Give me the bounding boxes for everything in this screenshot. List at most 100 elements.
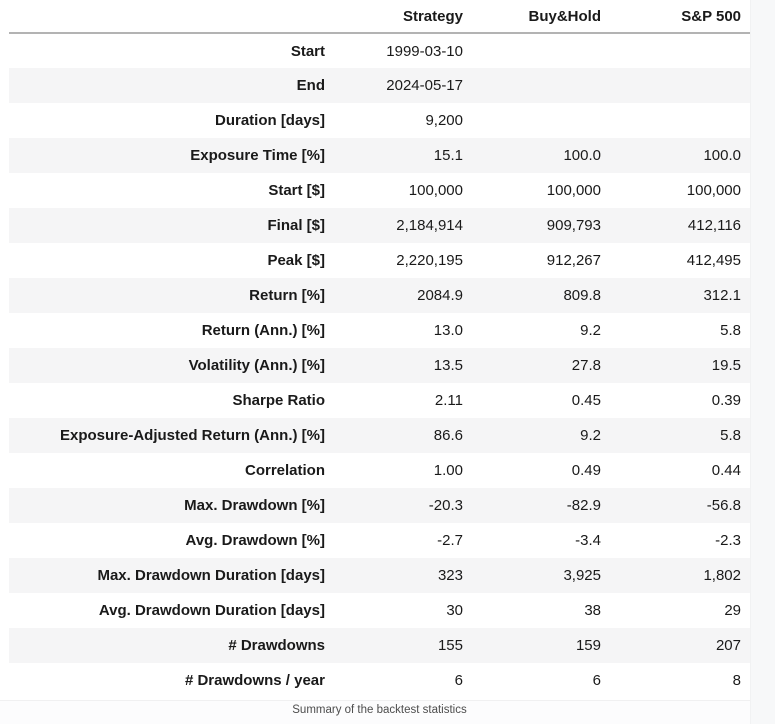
cell-value: -56.8 <box>706 497 741 514</box>
page-right-gutter <box>750 0 775 724</box>
table-row: Exposure Time [%] 15.1 100.0 100.0 <box>9 138 750 173</box>
cell-value: 9.2 <box>580 322 601 339</box>
cell-value: 5.8 <box>720 322 741 339</box>
table-row: Avg. Drawdown [%] -2.7 -3.4 -2.3 <box>9 523 750 558</box>
cell-value: 100,000 <box>546 182 601 199</box>
cell-value: 2.11 <box>434 392 463 409</box>
cell-value: 809.8 <box>563 287 601 304</box>
cell-value: -82.9 <box>566 497 601 514</box>
row-label: # Drawdowns <box>228 637 325 654</box>
cell-value <box>610 68 750 103</box>
cell-value: 1,802 <box>703 567 741 584</box>
table-row: Avg. Drawdown Duration [days] 30 38 29 <box>9 593 750 628</box>
table-row: Peak [$] 2,220,195 912,267 412,495 <box>9 243 750 278</box>
cell-value: -2.3 <box>715 532 741 549</box>
cell-value: 19.5 <box>711 357 741 374</box>
footer-band <box>0 700 775 724</box>
header-row: Strategy Buy&Hold S&P 500 <box>9 0 750 34</box>
cell-value: 15.1 <box>433 147 463 164</box>
row-label: Max. Drawdown Duration [days] <box>97 567 325 584</box>
row-label: Exposure-Adjusted Return (Ann.) [%] <box>60 427 325 444</box>
table-row: Start [$] 100,000 100,000 100,000 <box>9 173 750 208</box>
cell-value: 13.0 <box>433 322 463 339</box>
row-label: Exposure Time [%] <box>190 147 325 164</box>
cell-value: 0.44 <box>711 462 741 479</box>
column-header-buyhold: Buy&Hold <box>472 0 610 34</box>
row-label: Correlation <box>244 462 325 479</box>
cell-value: 412,495 <box>686 252 741 269</box>
row-label: Duration [days] <box>214 112 325 129</box>
cell-value: 2024-05-17 <box>386 77 463 94</box>
row-label: Return (Ann.) [%] <box>201 322 325 339</box>
table-row: Max. Drawdown Duration [days] 323 3,925 1,8… <box>9 558 750 593</box>
cell-value: 159 <box>575 637 601 654</box>
cell-value <box>472 33 610 68</box>
column-header-sp500: S&P 500 <box>610 0 750 34</box>
cell-value: 323 <box>437 567 463 584</box>
row-label: Peak [$] <box>267 252 325 269</box>
column-header-empty <box>9 0 334 34</box>
cell-value: 13.5 <box>433 357 463 374</box>
cell-value: 912,267 <box>546 252 601 269</box>
cell-value: 100,000 <box>686 182 741 199</box>
cell-value: 2,184,914 <box>396 217 463 234</box>
cell-value: 312.1 <box>703 287 741 304</box>
cell-value: -2.7 <box>437 532 463 549</box>
table-row: Duration [days] 9,200 <box>9 103 750 138</box>
cell-value: 909,793 <box>546 217 601 234</box>
row-label: Start <box>290 42 325 60</box>
row-label: Avg. Drawdown [%] <box>185 532 325 549</box>
cell-value: 155 <box>437 637 463 654</box>
cell-value <box>610 103 750 138</box>
table-row: # Drawdowns / year 6 6 8 <box>9 663 750 698</box>
table-row: Return [%] 2084.9 809.8 312.1 <box>9 278 750 313</box>
cell-value: 5.8 <box>720 427 741 444</box>
cell-value: 0.45 <box>571 392 601 409</box>
table-row: End 2024-05-17 <box>9 68 750 103</box>
cell-value: 100.0 <box>563 147 601 164</box>
cell-value <box>472 103 610 138</box>
column-header-strategy: Strategy <box>334 0 472 34</box>
cell-value: 6 <box>592 672 601 689</box>
cell-value: 100.0 <box>703 147 741 164</box>
cell-value: -3.4 <box>575 532 601 549</box>
stats-table-body: Start 1999-03-10 End 2024-05-17 Duration [da… <box>9 33 750 698</box>
table-row: Volatility (Ann.) [%] 13.5 27.8 19.5 <box>9 348 750 383</box>
cell-value: 3,925 <box>563 567 601 584</box>
row-label: Avg. Drawdown Duration [days] <box>98 602 325 619</box>
cell-value: 1.00 <box>433 462 463 479</box>
table-row: Final [$] 2,184,914 909,793 412,116 <box>9 208 750 243</box>
cell-value: 8 <box>732 672 741 689</box>
table-row: Start 1999-03-10 <box>9 33 750 68</box>
row-label: Sharpe Ratio <box>232 392 325 409</box>
cell-value: 6 <box>454 672 463 689</box>
table-row: Exposure-Adjusted Return (Ann.) [%] 86.6 9… <box>9 418 750 453</box>
cell-value: 9,200 <box>425 112 463 129</box>
cell-value: 2,220,195 <box>396 252 463 269</box>
cell-value: 412,116 <box>687 217 741 234</box>
row-label: Return [%] <box>249 287 325 304</box>
table-row: # Drawdowns 155 159 207 <box>9 628 750 663</box>
cell-value: 0.39 <box>711 392 741 409</box>
cell-value: 30 <box>446 602 463 619</box>
stats-table: Strategy Buy&Hold S&P 500 Start 1999-03-1… <box>9 0 750 698</box>
table-row: Sharpe Ratio 2.11 0.45 0.39 <box>9 383 750 418</box>
stats-table-header: Strategy Buy&Hold S&P 500 <box>9 0 750 34</box>
cell-value <box>472 68 610 103</box>
table-row: Return (Ann.) [%] 13.0 9.2 5.8 <box>9 313 750 348</box>
cell-value: 29 <box>724 602 741 619</box>
table-row: Max. Drawdown [%] -20.3 -82.9 -56.8 <box>9 488 750 523</box>
cell-value: 1999-03-10 <box>386 42 463 60</box>
cell-value: -20.3 <box>428 497 463 514</box>
row-label: Start [$] <box>268 182 325 199</box>
cell-value: 9.2 <box>580 427 601 444</box>
table-row: Correlation 1.00 0.49 0.44 <box>9 453 750 488</box>
cell-value: 207 <box>715 637 741 654</box>
row-label: # Drawdowns / year <box>184 672 325 689</box>
row-label: Final [$] <box>267 217 325 234</box>
row-label: End <box>296 77 325 94</box>
table-caption: Summary of the backtest statistics <box>292 704 467 716</box>
stats-table-container: Strategy Buy&Hold S&P 500 Start 1999-03-1… <box>9 0 750 698</box>
cell-value: 0.49 <box>571 462 601 479</box>
